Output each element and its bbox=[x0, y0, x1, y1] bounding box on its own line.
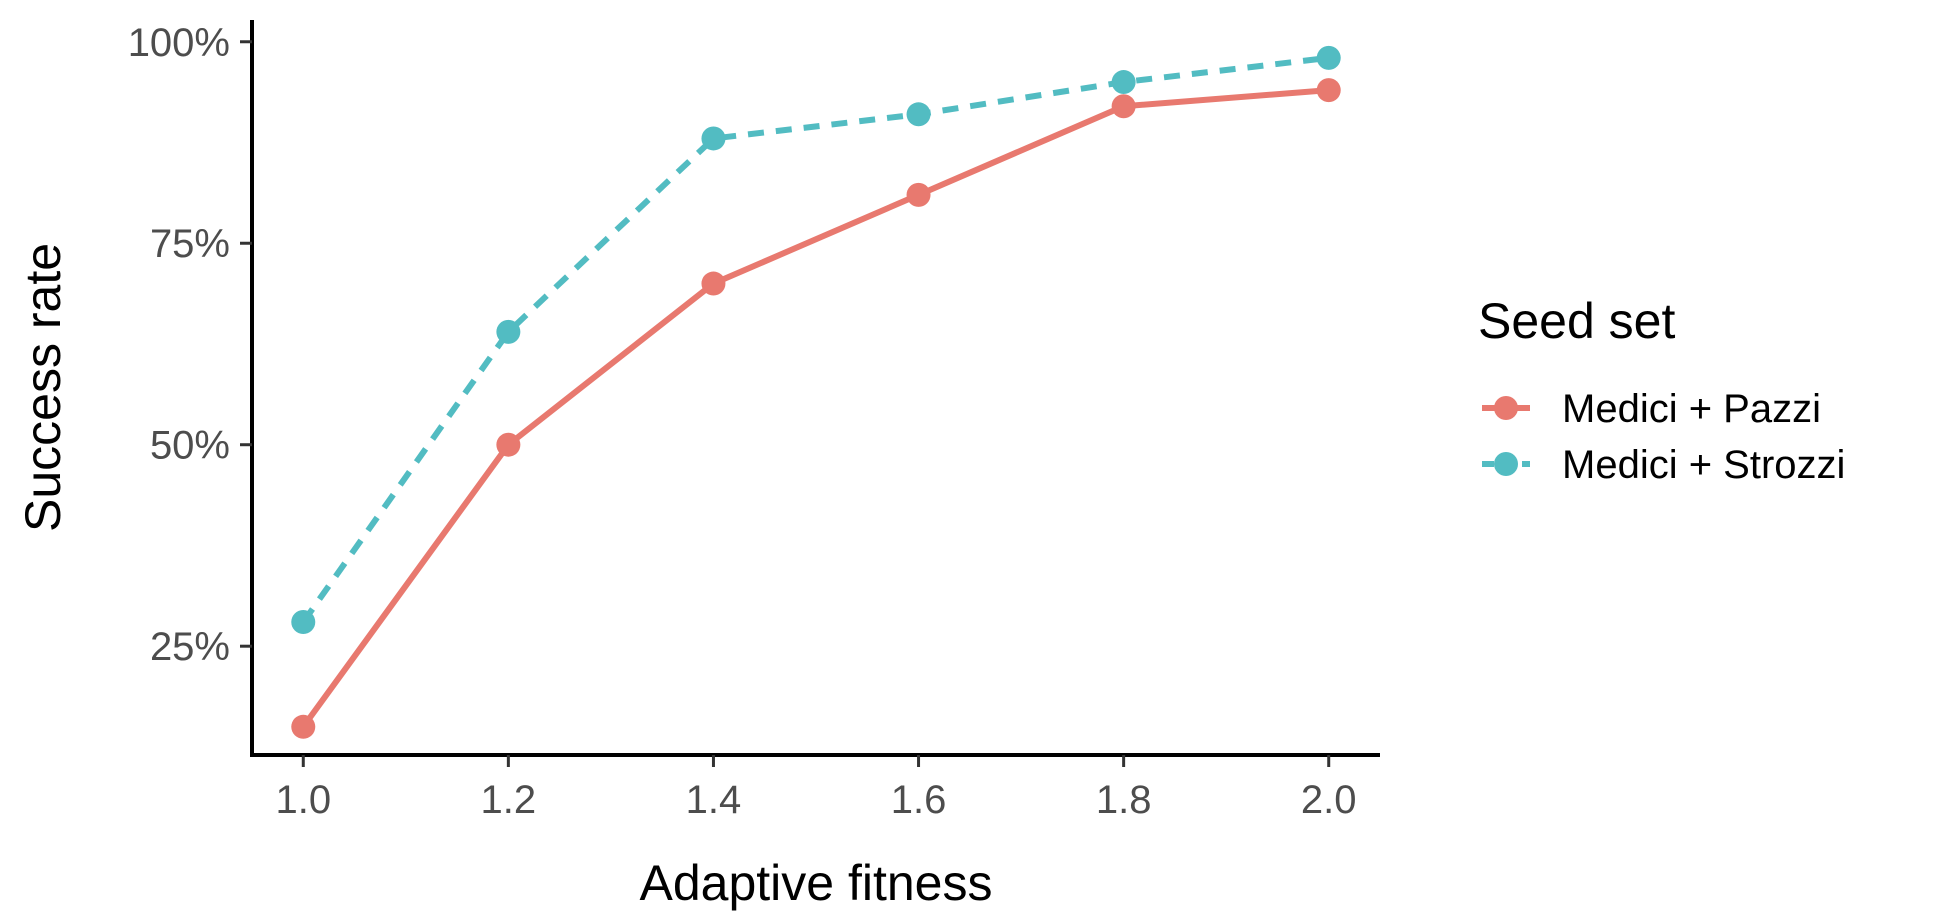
legend-label: Medici + Strozzi bbox=[1562, 443, 1845, 487]
x-tick-label: 1.2 bbox=[481, 778, 537, 822]
x-axis-title: Adaptive fitness bbox=[640, 855, 993, 911]
legend-item: Medici + Strozzi bbox=[1482, 443, 1845, 487]
series-1 bbox=[291, 78, 1341, 739]
legend: Seed set Medici + Pazzi Medici + Strozzi bbox=[1478, 293, 1845, 487]
legend-label: Medici + Pazzi bbox=[1562, 387, 1821, 431]
data-point bbox=[496, 319, 521, 344]
data-point bbox=[1316, 45, 1341, 70]
x-tick-label: 2.0 bbox=[1301, 778, 1357, 822]
x-ticks: 1.0 1.2 1.4 1.6 1.8 2.0 bbox=[275, 755, 1357, 822]
series-line bbox=[300, 87, 1329, 729]
x-tick-label: 1.8 bbox=[1096, 778, 1152, 822]
y-axis-title: Success rate bbox=[15, 243, 71, 532]
data-point bbox=[1316, 78, 1341, 103]
x-tick-label: 1.0 bbox=[275, 778, 331, 822]
data-point bbox=[701, 271, 726, 296]
y-tick-label: 25% bbox=[150, 625, 230, 669]
x-tick-label: 1.4 bbox=[686, 778, 742, 822]
series-2 bbox=[291, 45, 1341, 635]
legend-key-marker bbox=[1494, 452, 1518, 476]
legend-item: Medici + Pazzi bbox=[1482, 387, 1821, 431]
data-point bbox=[291, 610, 316, 635]
legend-key-marker bbox=[1494, 396, 1518, 420]
data-point bbox=[701, 126, 726, 151]
x-tick-label: 1.6 bbox=[891, 778, 947, 822]
legend-title: Seed set bbox=[1478, 293, 1675, 349]
data-point bbox=[496, 432, 521, 457]
data-point bbox=[291, 714, 316, 739]
legend-items: Medici + Pazzi Medici + Strozzi bbox=[1482, 387, 1845, 487]
y-tick-label: 50% bbox=[150, 424, 230, 468]
plot-area bbox=[291, 45, 1341, 739]
axes bbox=[250, 20, 1380, 757]
y-tick-label: 75% bbox=[150, 222, 230, 266]
data-point bbox=[906, 182, 931, 207]
y-tick-label: 100% bbox=[128, 21, 230, 65]
data-point bbox=[1111, 70, 1136, 95]
data-point bbox=[1111, 94, 1136, 119]
y-ticks: 25% 50% 75% 100% bbox=[128, 21, 252, 669]
series-line bbox=[300, 54, 1330, 624]
data-point bbox=[906, 102, 931, 127]
